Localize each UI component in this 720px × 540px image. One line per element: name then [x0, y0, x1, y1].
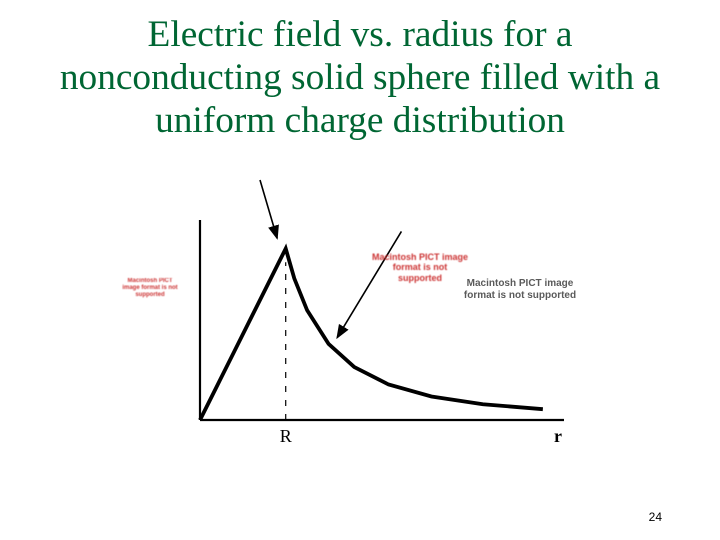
chart-curve: [200, 249, 543, 420]
axis-label-R: R: [280, 426, 292, 446]
chart-container: R r Macintosh PICT image format is not s…: [170, 220, 570, 450]
slide-title: Electric field vs. radius for a noncondu…: [40, 14, 680, 143]
axis-label-r: r: [554, 426, 562, 446]
slide-container: { "title": { "text": "Electric field vs.…: [0, 0, 720, 540]
efield-vs-radius-chart: R r: [170, 220, 570, 450]
slide-title-text: Electric field vs. radius for a noncondu…: [40, 14, 680, 143]
page-number: 24: [649, 510, 662, 524]
chart-axes: [200, 220, 564, 420]
